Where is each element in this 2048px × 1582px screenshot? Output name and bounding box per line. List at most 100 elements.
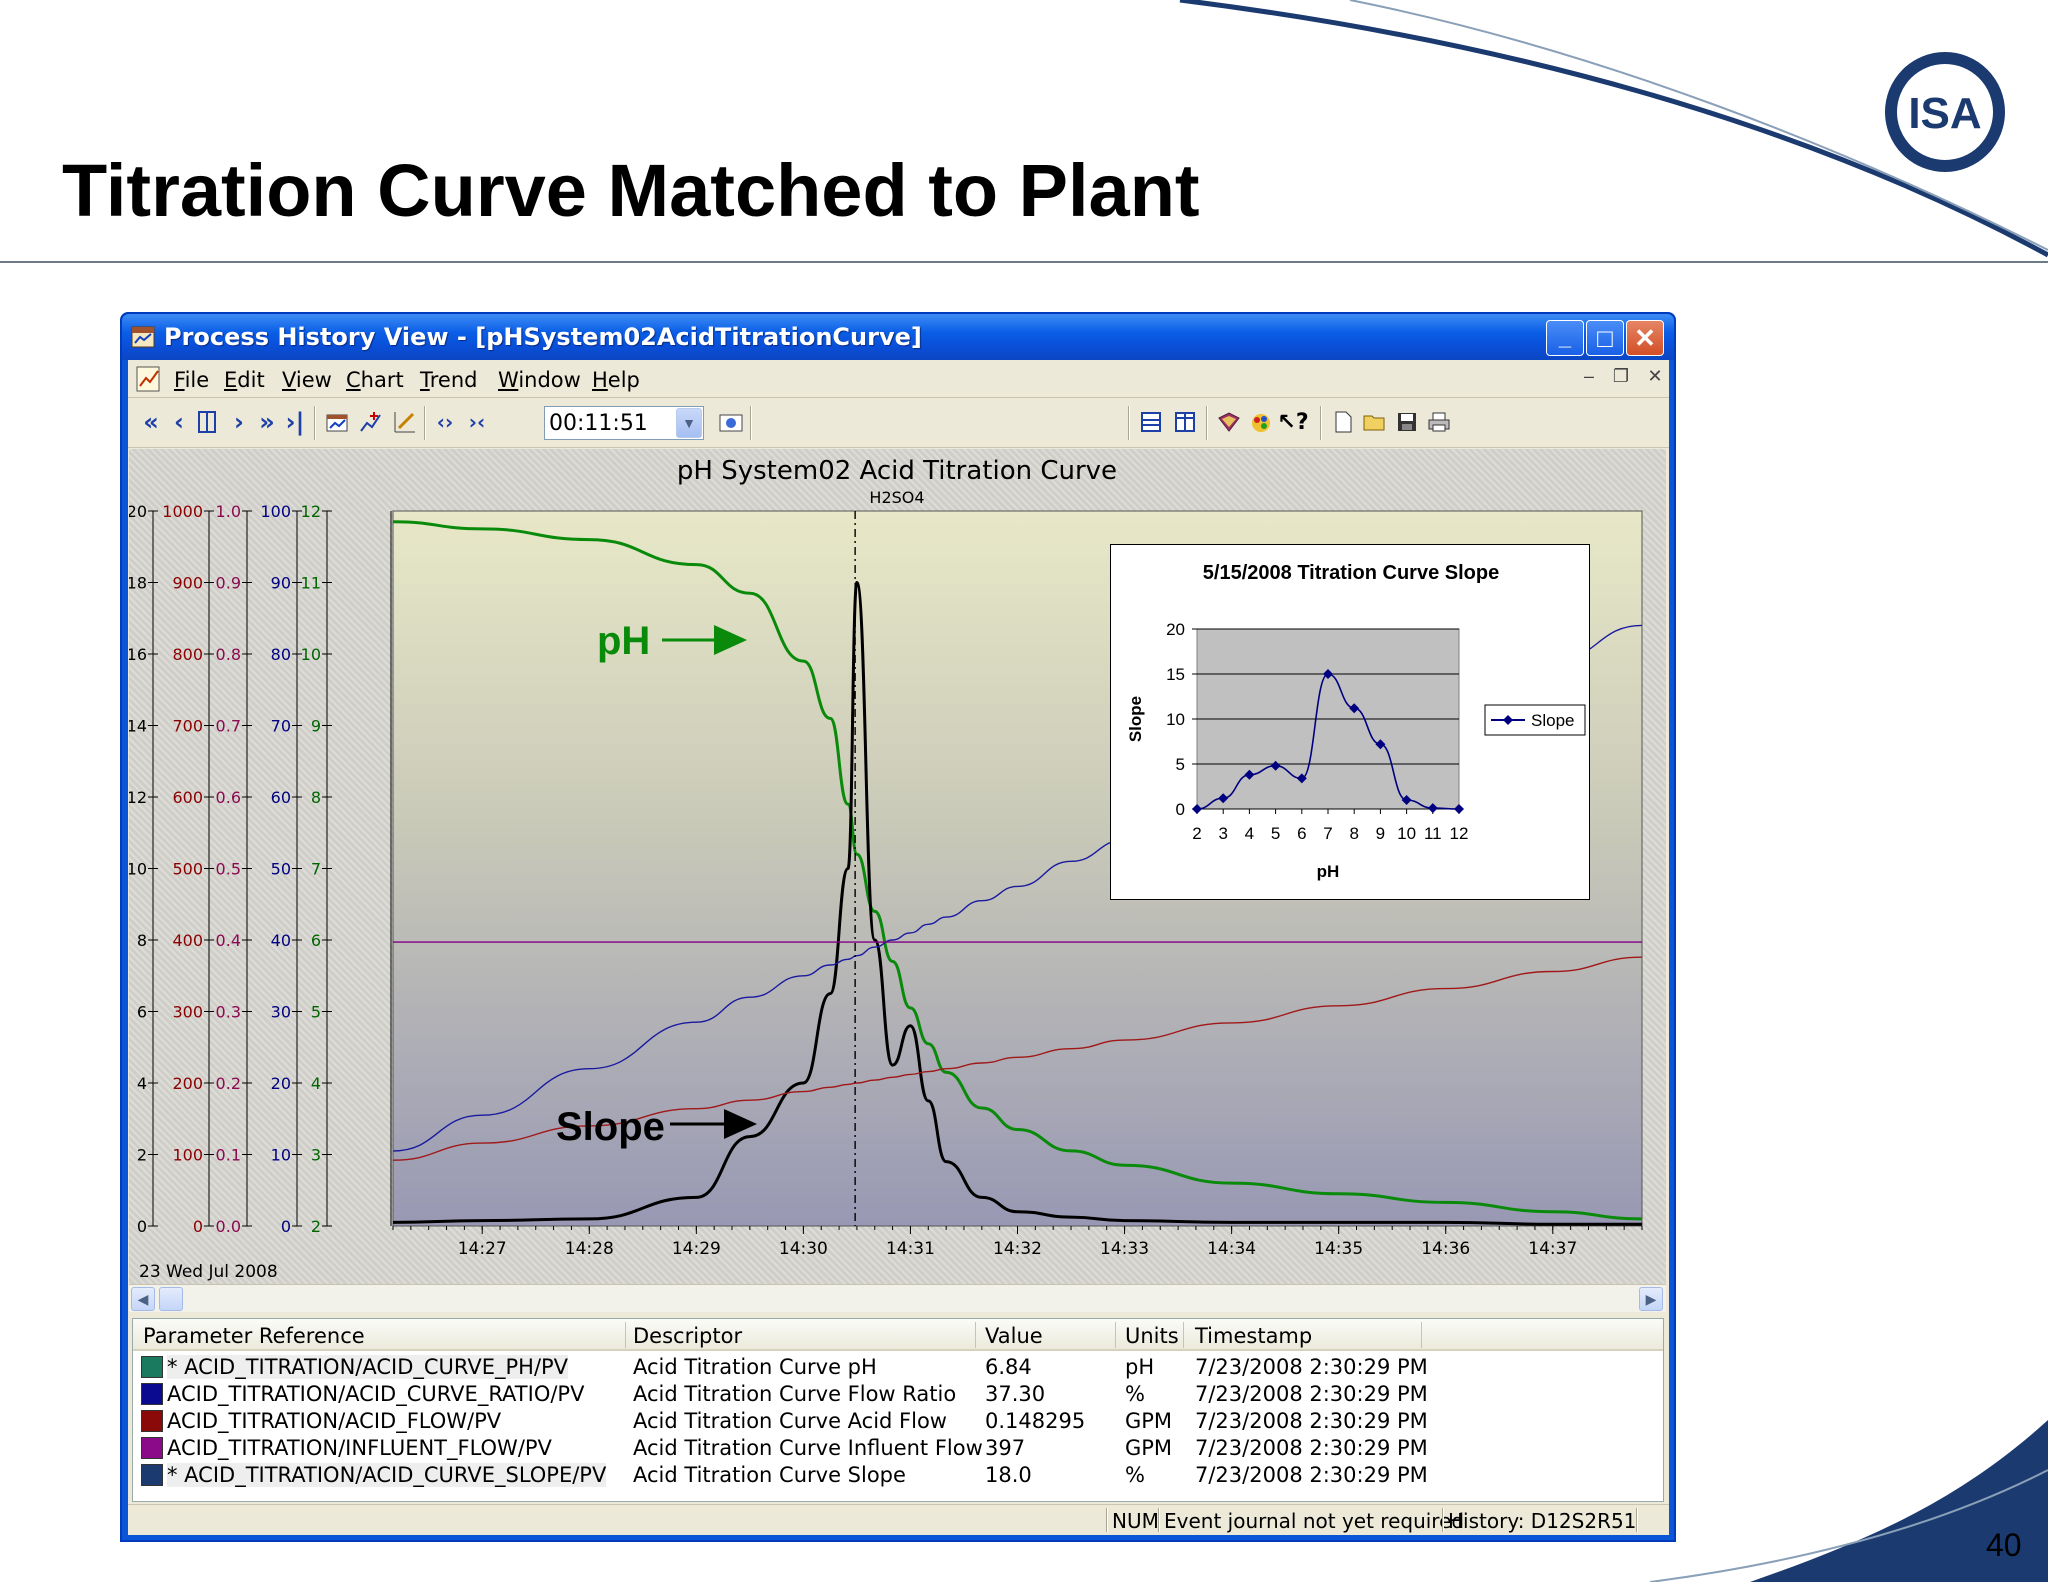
inset-data-point [1427,803,1438,814]
time-span-combo[interactable]: 00:11:51 ▼ [544,406,704,440]
scroll-left-button[interactable]: ◀ [131,1287,155,1311]
y-axis-tick-label: 70 [271,717,291,736]
palette-button[interactable] [1246,406,1276,438]
table-row[interactable]: * ACID_TITRATION/ACID_CURVE_SLOPE/PV Acid… [133,1461,1663,1488]
menu-bar: File Edit View Chart Trend Window Help –… [128,360,1669,398]
y-axis-tick-label: 300 [172,1003,203,1022]
inset-data-point [1349,703,1360,714]
scroll-thumb[interactable] [159,1287,183,1311]
x-axis-tick-label: 14:28 [565,1239,614,1259]
table-row[interactable]: * ACID_TITRATION/ACID_CURVE_PH/PV Acid Ti… [133,1353,1663,1380]
inset-y-label: Slope [1126,696,1145,742]
menu-edit[interactable]: Edit [224,368,265,392]
pen-color-swatch[interactable] [141,1464,163,1486]
inset-x-tick-label: 6 [1297,824,1306,843]
split-button[interactable] [1170,406,1200,438]
x-axis-tick-label: 14:34 [1207,1239,1256,1259]
pen-color-swatch[interactable] [141,1383,163,1405]
close-button[interactable]: ✕ [1626,320,1664,356]
table-row[interactable]: ACID_TITRATION/ACID_CURVE_RATIO/PV Acid T… [133,1380,1663,1407]
page-number: 40 [1986,1527,2022,1563]
status-num: NUM [1112,1509,1159,1533]
book-icon [1218,412,1240,432]
chevron-left-icon: ◀ [137,1290,149,1307]
book-button[interactable] [1214,406,1244,438]
print-button[interactable] [1424,406,1454,438]
y-axis-tick-label: 16 [129,645,147,664]
zoom-in-icon: ‹› [436,410,454,434]
y-axis-tick-label: 100 [260,502,291,521]
mdi-close-button[interactable]: ✕ [1647,366,1663,386]
pen-color-swatch[interactable] [141,1356,163,1378]
inset-data-point [1401,795,1412,805]
cell-parameter-reference: * ACID_TITRATION/ACID_CURVE_SLOPE/PV [167,1463,607,1487]
zoom-in-button[interactable]: ‹› [430,406,460,438]
step-back-button[interactable]: ‹ [164,406,194,438]
header-value[interactable]: Value [985,1324,1043,1348]
minimize-button[interactable]: _ [1546,320,1584,356]
series-line-slope [392,580,1642,1226]
cell-descriptor: Acid Titration Curve Acid Flow [633,1409,947,1433]
status-history: History: D12S2R51 [1448,1509,1637,1533]
menu-trend[interactable]: Trend [420,368,478,392]
minimize-icon: _ [1558,325,1572,350]
open-folder-button[interactable] [1360,406,1390,438]
cell-timestamp: 7/23/2008 2:30:29 PM [1195,1382,1428,1406]
inset-legend-marker [1503,715,1513,725]
title-bar[interactable]: Process History View - [pHSystem02AcidTi… [122,314,1674,360]
menu-help[interactable]: Help [592,368,640,392]
print-icon [1428,412,1450,432]
pen-color-swatch[interactable] [141,1437,163,1459]
header-parameter-reference[interactable]: Parameter Reference [143,1324,365,1348]
zoom-out-button[interactable]: ›‹ [462,406,492,438]
inset-y-tick-label: 0 [1176,800,1185,819]
table-row[interactable]: ACID_TITRATION/INFLUENT_FLOW/PV Acid Titr… [133,1434,1663,1461]
inset-data-point [1244,769,1255,780]
menu-window[interactable]: Window [498,368,581,392]
open-folder-icon [1363,415,1385,431]
x-axis-tick-label: 14:30 [779,1239,828,1259]
y-axis-tick-label: 12 [129,788,147,807]
chevron-down-icon[interactable]: ▼ [676,408,702,438]
edit-pen-button[interactable] [390,406,420,438]
y-axis-tick-label: 0.7 [216,717,241,736]
toolbar-separator [1206,406,1208,440]
menu-view[interactable]: View [282,368,332,392]
pen-color-swatch[interactable] [141,1410,163,1432]
header-units[interactable]: Units [1125,1324,1179,1348]
stack-icon [1141,412,1161,432]
scroll-right-button[interactable]: ▶ [1639,1287,1663,1311]
mdi-minimize-button[interactable]: – [1583,366,1594,386]
toolbar-separator [1128,406,1130,440]
header-timestamp[interactable]: Timestamp [1195,1324,1313,1348]
menu-chart[interactable]: Chart [346,368,404,392]
table-row[interactable]: ACID_TITRATION/ACID_FLOW/PV Acid Titratio… [133,1407,1663,1434]
page-forward-button[interactable]: » [252,406,282,438]
help-pointer-button[interactable]: ↖? [1277,406,1308,438]
chart-properties-button[interactable] [322,406,352,438]
save-button[interactable] [1392,406,1422,438]
page-back-button[interactable]: « [136,406,166,438]
new-file-button[interactable] [1328,406,1358,438]
inset-y-tick-label: 20 [1166,620,1185,639]
series-line-acid-flow [392,956,1643,1161]
y-axis-tick-label: 0 [193,1217,203,1236]
inset-x-tick-label: 3 [1218,824,1227,843]
mdi-restore-button[interactable]: ❐ [1612,366,1630,386]
pause-button[interactable] [192,406,222,438]
header-descriptor[interactable]: Descriptor [633,1324,743,1348]
horizontal-scrollbar[interactable]: ◀ ▶ [129,1284,1666,1312]
menu-file[interactable]: File [174,368,210,392]
x-axis-tick-label: 14:27 [458,1239,507,1259]
maximize-button[interactable]: □ [1586,320,1624,356]
y-axis-tick-label: 8 [311,788,321,807]
toolbar-separator [750,406,752,440]
snapshot-button[interactable] [716,406,746,438]
step-forward-button[interactable]: › [224,406,254,438]
y-axis-tick-label: 0 [281,1217,291,1236]
go-to-end-button[interactable]: ›| [280,406,310,438]
stack-button[interactable] [1136,406,1166,438]
y-axis-tick-label: 0.3 [216,1003,241,1022]
add-pen-button[interactable] [356,406,386,438]
y-axis-tick-label: 2 [137,1146,147,1165]
